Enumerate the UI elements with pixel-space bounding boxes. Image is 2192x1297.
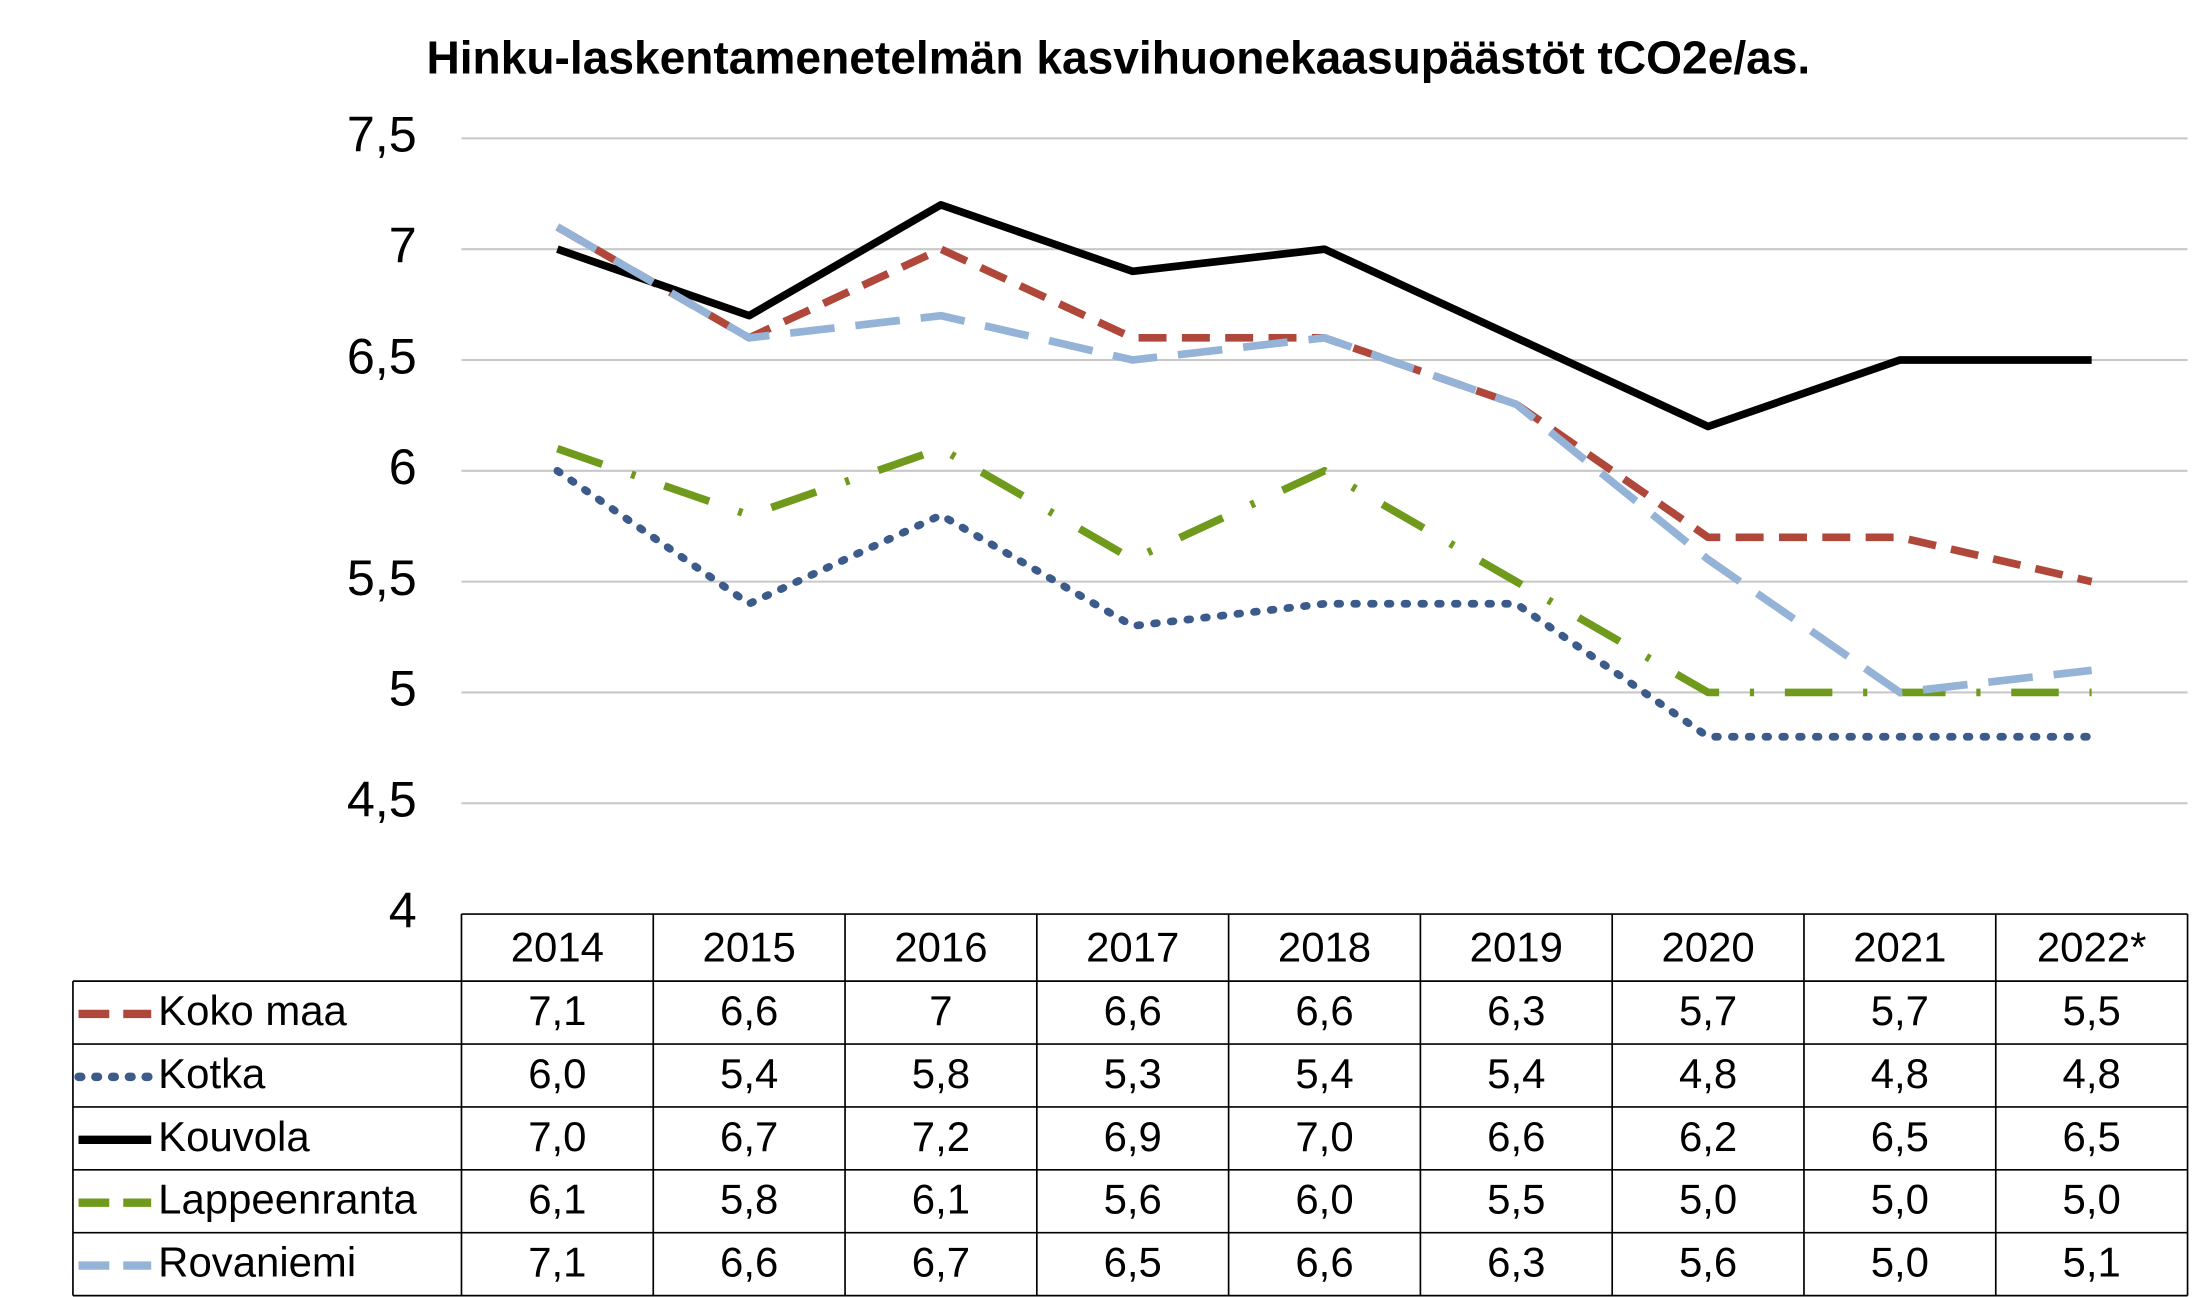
table-cell: 5,4 — [1487, 1050, 1545, 1097]
table-cell: 4,8 — [1679, 1050, 1737, 1097]
table-cell: 5,5 — [2063, 987, 2121, 1034]
table-cell: 6,6 — [720, 987, 778, 1034]
x-tick-label: 2018 — [1278, 923, 1371, 970]
y-tick-label: 5,5 — [347, 549, 417, 606]
x-tick-label: 2014 — [511, 923, 604, 970]
table-cell: 7 — [929, 987, 952, 1034]
table-cell: 7,2 — [912, 1113, 970, 1160]
table-cell: 4,8 — [2063, 1050, 2121, 1097]
table-cell: 6,6 — [720, 1239, 778, 1286]
table-cell: 5,6 — [1104, 1176, 1162, 1223]
series-line — [556, 201, 2092, 431]
table-cell: 6,1 — [912, 1176, 970, 1223]
table-cell: 7,0 — [528, 1113, 586, 1160]
table-cell: 5,0 — [1871, 1239, 1929, 1286]
x-tick-label: 2016 — [894, 923, 987, 970]
table-cell: 5,7 — [1871, 987, 1929, 1034]
x-tick-label: 2019 — [1470, 923, 1563, 970]
table-cell: 5,0 — [1679, 1176, 1737, 1223]
table-cell: 5,4 — [720, 1050, 778, 1097]
table-cell: 6,6 — [1295, 987, 1353, 1034]
series-line — [556, 444, 2092, 697]
table-cell: 6,5 — [1871, 1113, 1929, 1160]
table-cell: 5,3 — [1104, 1050, 1162, 1097]
table-cell: 6,9 — [1104, 1113, 1162, 1160]
table-cell: 6,7 — [720, 1113, 778, 1160]
table-cell: 5,0 — [1871, 1176, 1929, 1223]
legend-label: Lappeenranta — [158, 1176, 417, 1223]
table-cell: 7,1 — [528, 987, 586, 1034]
x-tick-label: 2021 — [1853, 923, 1946, 970]
table-cell: 5,6 — [1679, 1239, 1737, 1286]
x-tick-label: 2015 — [703, 923, 796, 970]
x-tick-label: 2017 — [1086, 923, 1179, 970]
table-cell: 4,8 — [1871, 1050, 1929, 1097]
table-cell: 6,6 — [1104, 987, 1162, 1034]
table-cell: 5,1 — [2063, 1239, 2121, 1286]
table-cell: 6,6 — [1295, 1239, 1353, 1286]
series-line — [553, 466, 2096, 741]
legend-label: Kotka — [158, 1050, 266, 1097]
legend-label: Koko maa — [158, 987, 347, 1034]
table-cell: 6,5 — [1104, 1239, 1162, 1286]
table-cell: 5,8 — [720, 1176, 778, 1223]
y-tick-label: 6 — [389, 438, 417, 495]
table-cell: 5,0 — [2063, 1176, 2121, 1223]
legend-label: Rovaniemi — [158, 1239, 356, 1286]
y-tick-label: 7 — [389, 216, 417, 273]
table-cell: 6,2 — [1679, 1113, 1737, 1160]
y-tick-label: 4,5 — [347, 771, 417, 828]
table-cell: 6,7 — [912, 1239, 970, 1286]
table-cell: 7,1 — [528, 1239, 586, 1286]
table-cell: 5,5 — [1487, 1176, 1545, 1223]
table-cell: 5,4 — [1295, 1050, 1353, 1097]
series-line — [555, 223, 2093, 697]
table-cell: 6,5 — [2063, 1113, 2121, 1160]
table-cell: 6,0 — [528, 1050, 586, 1097]
y-tick-label: 7,5 — [347, 106, 417, 163]
table-cell: 6,0 — [1295, 1176, 1353, 1223]
table-cell: 6,6 — [1487, 1113, 1545, 1160]
table-cell: 5,7 — [1679, 987, 1737, 1034]
table-cell: 6,1 — [528, 1176, 586, 1223]
y-tick-label: 4 — [389, 881, 417, 938]
table-cell: 5,8 — [912, 1050, 970, 1097]
table-cell: 7,0 — [1295, 1113, 1353, 1160]
y-tick-label: 5 — [389, 660, 417, 717]
series-line — [555, 223, 2093, 586]
x-tick-label: 2020 — [1661, 923, 1754, 970]
table-cell: 6,3 — [1487, 987, 1545, 1034]
x-tick-label: 2022* — [2037, 923, 2147, 970]
y-tick-label: 6,5 — [347, 327, 417, 384]
table-cell: 6,3 — [1487, 1239, 1545, 1286]
legend-label: Kouvola — [158, 1113, 310, 1160]
chart-title: Hinku-laskentamenetelmän kasvihuonekaasu… — [426, 32, 1810, 84]
